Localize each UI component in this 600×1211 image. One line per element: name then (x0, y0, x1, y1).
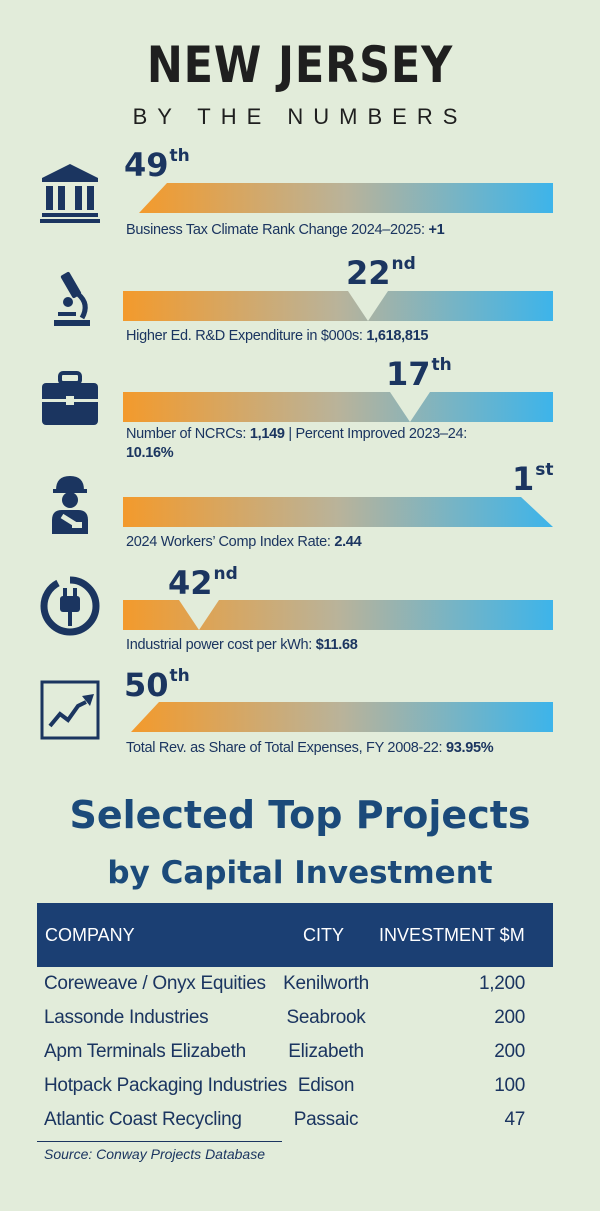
rank-label: 17th (386, 355, 452, 393)
rank-bar-shape (123, 291, 553, 321)
rank-bar-shape (139, 183, 553, 213)
projects-table: Coreweave / Onyx Equities Kenilworth 1,2… (37, 968, 553, 1138)
rank-bar (123, 593, 553, 630)
company-cell: Atlantic Coast Recycling (44, 1109, 242, 1130)
metric-caption: Total Rev. as Share of Total Expenses, F… (126, 740, 494, 756)
infographic-subtitle: BY THE NUMBERS (132, 104, 468, 129)
company-cell: Hotpack Packaging Industries (44, 1075, 287, 1096)
rank-bar-shape (123, 600, 553, 630)
table-row: Hotpack Packaging Industries Edison 100 (37, 1070, 553, 1104)
rank-label: 50th (124, 666, 190, 704)
metric-row: 17th Number of NCRCs: 1,149 | Percent Im… (0, 355, 600, 470)
rank-label: 49th (124, 146, 190, 184)
metric-caption: Business Tax Climate Rank Change 2024–20… (126, 222, 445, 238)
column-header-city: CITY (303, 925, 345, 945)
metric-caption: 2024 Workers’ Comp Index Rate: 2.44 (126, 534, 362, 550)
investment-cell: 200 (494, 1007, 525, 1028)
projects-title: Selected Top Projects (69, 793, 531, 837)
power-plug-icon (38, 574, 102, 638)
city-cell: Seabrook (286, 1007, 366, 1028)
table-row: Lassonde Industries Seabrook 200 (37, 1002, 553, 1036)
investment-cell: 1,200 (478, 973, 525, 994)
rank-bar-shape (131, 702, 553, 732)
city-cell: Edison (297, 1075, 355, 1096)
rank-bar (123, 385, 553, 422)
rank-bar (123, 695, 553, 732)
investment-cell: 200 (494, 1041, 525, 1062)
company-cell: Coreweave / Onyx Equities (44, 973, 266, 994)
rank-label: 1st (512, 460, 554, 498)
rank-bar (123, 490, 553, 527)
metric-row: 1st 2024 Workers’ Comp Index Rate: 2.44 (0, 462, 600, 577)
rank-label: 22nd (346, 254, 416, 292)
company-cell: Lassonde Industries (44, 1007, 209, 1028)
investment-cell: 47 (504, 1109, 525, 1130)
rank-label: 42nd (168, 564, 238, 602)
metric-row: 22nd Higher Ed. R&D Expenditure in $000s… (0, 252, 600, 367)
metric-row: 50th Total Rev. as Share of Total Expens… (0, 668, 600, 783)
table-row: Apm Terminals Elizabeth Elizabeth 200 (37, 1036, 553, 1070)
table-row: Coreweave / Onyx Equities Kenilworth 1,2… (37, 968, 553, 1002)
trend-chart-icon (38, 678, 102, 742)
column-header-company: COMPANY (45, 925, 135, 945)
metric-caption: Industrial power cost per kWh: $11.68 (126, 637, 358, 653)
city-cell: Passaic (293, 1109, 359, 1130)
bank-building-icon (38, 160, 102, 224)
microscope-icon (38, 268, 102, 332)
rank-bar-shape (123, 497, 553, 527)
city-cell: Elizabeth (288, 1041, 364, 1062)
company-cell: Apm Terminals Elizabeth (44, 1041, 246, 1062)
city-cell: Kenilworth (283, 973, 369, 994)
column-header-investment: INVESTMENT $M (379, 925, 525, 945)
rank-bar (123, 176, 553, 213)
investment-cell: 100 (494, 1075, 525, 1096)
source-divider (37, 1141, 282, 1142)
injured-worker-icon (38, 472, 102, 536)
metric-caption: Higher Ed. R&D Expenditure in $000s: 1,6… (126, 328, 429, 344)
projects-subtitle: by Capital Investment (107, 855, 493, 891)
metric-row: 42nd Industrial power cost per kWh: $11.… (0, 566, 600, 681)
metric-row: 49th Business Tax Climate Rank Change 20… (0, 148, 600, 263)
briefcase-icon (38, 367, 102, 431)
rank-bar (123, 284, 553, 321)
metric-caption: Number of NCRCs: 1,149 | Percent Improve… (126, 426, 467, 461)
table-row: Atlantic Coast Recycling Passaic 47 (37, 1104, 553, 1138)
table-header: COMPANY CITY INVESTMENT $M (37, 903, 553, 967)
rank-bar-shape (123, 392, 553, 422)
infographic-title: NEW JERSEY (146, 36, 454, 94)
source-note: Source: Conway Projects Database (44, 1146, 265, 1162)
